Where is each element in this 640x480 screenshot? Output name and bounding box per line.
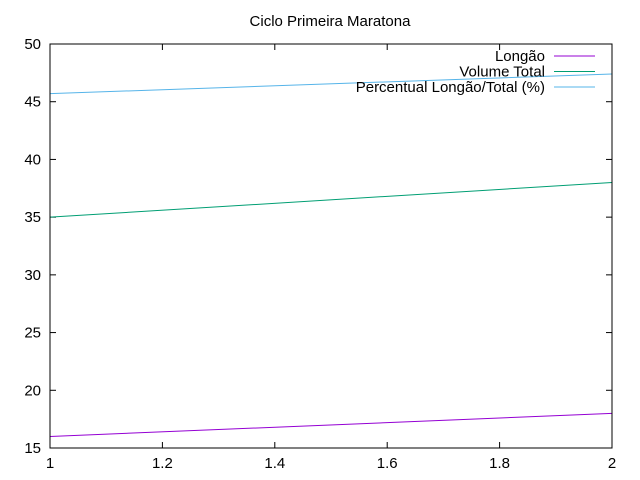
legend-label-1: Volume Total [459,64,545,81]
y-tick-label: 40 [24,151,41,168]
series-lines [49,73,613,437]
x-tick-label: 1.4 [264,455,285,472]
tick-marks [49,43,613,449]
x-tick-label: 2 [608,455,616,472]
plot-frame [49,43,613,449]
series-line-0 [49,412,613,437]
y-tick-label: 20 [24,382,41,399]
legend-label-2: Percentual Longão/Total (%) [356,79,545,96]
x-tick-label: 1.8 [489,455,510,472]
chart-title: Ciclo Primeira Maratona [250,13,412,30]
y-tick-label: 15 [24,440,41,457]
series-line-2 [49,73,613,95]
x-tick-label: 1.2 [152,455,173,472]
tick-labels: 15 20 25 30 35 40 45 50 1 1.2 1.4 1.6 1.8 2 [24,36,616,472]
x-tick-label: 1 [46,455,54,472]
y-tick-label: 25 [24,325,41,342]
y-tick-label: 50 [24,36,41,53]
legend-label-0: Longão [495,48,545,65]
series-line-1 [49,182,613,218]
y-tick-label: 35 [24,209,41,226]
y-tick-label: 30 [24,267,41,284]
x-tick-label: 1.6 [377,455,398,472]
y-tick-label: 45 [24,94,41,111]
